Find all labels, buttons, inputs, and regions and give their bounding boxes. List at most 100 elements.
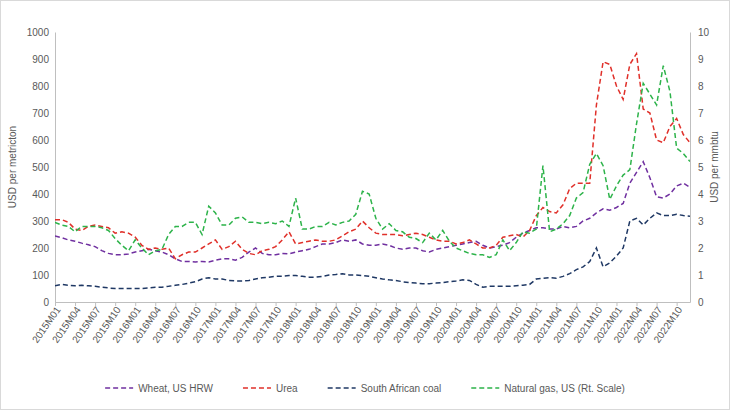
y-tick-label: 600 (32, 135, 49, 146)
series-line (55, 162, 690, 262)
series-line (55, 213, 690, 289)
x-tick-mark (316, 302, 317, 306)
x-tick-mark (436, 302, 437, 306)
y2-axis-title: USD per mmbtu (709, 131, 720, 203)
y-axis: 0 100 200 300 400 500 600 700 800 900 1000 (27, 27, 56, 308)
y-tick-label: 800 (32, 81, 49, 92)
legend-swatch (471, 387, 499, 389)
y-tick-label: 1000 (27, 27, 50, 38)
series-line (55, 66, 690, 258)
x-axis: 2015M012015M042015M072015M102016M012016M… (30, 302, 691, 345)
x-tick-mark (356, 302, 357, 306)
y2-tick: 0 (690, 297, 704, 308)
y-tick-label: 900 (32, 54, 49, 65)
x-tick-mark (657, 302, 658, 306)
x-tick-mark (256, 302, 257, 306)
x-tick-mark (296, 302, 297, 306)
x-tick-mark (75, 302, 76, 306)
x-tick-mark (576, 302, 577, 306)
y-tick: 300 (32, 216, 55, 227)
x-tick-mark (95, 302, 96, 306)
legend-item: Natural gas, US (Rt. Scale) (471, 383, 625, 394)
x-tick-mark (235, 302, 236, 306)
x-tick-mark (115, 302, 116, 306)
y2-tick: 7 (690, 108, 704, 119)
y-tick-label: 300 (32, 216, 49, 227)
legend-item: Urea (243, 383, 298, 394)
x-tick-mark (155, 302, 156, 306)
y2-tick: 2 (690, 243, 704, 254)
y2-tick-label: 9 (698, 54, 704, 65)
y2-tick: 8 (690, 81, 704, 92)
x-tick-mark (596, 302, 597, 306)
y2-tick: 1 (690, 270, 704, 281)
plot-area (55, 54, 690, 289)
x-tick-mark (536, 302, 537, 306)
legend-label: Wheat, US HRW (138, 383, 213, 394)
legend: Wheat, US HRW Urea South African coal Natur… (105, 383, 625, 394)
y2-tick-label: 5 (698, 162, 704, 173)
x-axis-line (56, 302, 691, 303)
legend-item: Wheat, US HRW (105, 383, 213, 394)
y2-axis: 0 1 2 3 4 5 6 7 8 9 10 (690, 27, 710, 308)
y2-axis-line (690, 33, 691, 303)
x-tick-mark (456, 302, 457, 306)
x-tick: 2022M10 (651, 302, 684, 345)
y-tick-label: 700 (32, 108, 49, 119)
y2-tick-label: 8 (698, 81, 704, 92)
x-tick-mark (516, 302, 517, 306)
y2-tick-label: 1 (698, 270, 704, 281)
x-tick-mark (195, 302, 196, 306)
y-tick: 800 (32, 81, 55, 92)
legend-label: Natural gas, US (Rt. Scale) (504, 383, 625, 394)
y-tick: 0 (43, 297, 55, 308)
x-tick-mark (376, 302, 377, 306)
x-tick-mark (215, 302, 216, 306)
y2-tick-label: 10 (698, 27, 710, 38)
y2-tick: 4 (690, 189, 704, 200)
x-tick-mark (556, 302, 557, 306)
y-tick: 700 (32, 108, 55, 119)
x-tick-mark (135, 302, 136, 306)
y2-tick-label: 7 (698, 108, 704, 119)
x-tick-mark (396, 302, 397, 306)
x-tick-mark (677, 302, 678, 306)
y2-tick-label: 6 (698, 135, 704, 146)
x-tick-mark (336, 302, 337, 306)
x-tick-mark (175, 302, 176, 306)
y-tick-label: 200 (32, 243, 49, 254)
y-tick: 900 (32, 54, 55, 65)
y2-tick: 10 (690, 27, 710, 38)
x-tick-mark (476, 302, 477, 306)
legend-swatch (105, 387, 133, 389)
y2-tick: 5 (690, 162, 704, 173)
x-tick-mark (276, 302, 277, 306)
y2-tick-label: 3 (698, 216, 704, 227)
y-tick: 1000 (27, 27, 55, 38)
y2-tick-label: 4 (698, 189, 704, 200)
y-tick-label: 500 (32, 162, 49, 173)
legend-label: Urea (276, 383, 298, 394)
y-axis-title: USD per metricton (7, 126, 18, 208)
chart-border (1, 1, 730, 410)
y-tick: 500 (32, 162, 55, 173)
series-line (55, 54, 690, 259)
y2-tick-label: 0 (698, 297, 704, 308)
x-tick-mark (616, 302, 617, 306)
y2-tick: 9 (690, 54, 704, 65)
chart: 2015M012015M042015M072015M102016M012016M… (0, 0, 730, 410)
y-tick: 400 (32, 189, 55, 200)
y2-tick: 6 (690, 135, 704, 146)
legend-item: South African coal (328, 383, 442, 394)
y-tick: 600 (32, 135, 55, 146)
x-tick-mark (637, 302, 638, 306)
y2-tick-label: 2 (698, 243, 704, 254)
legend-swatch (243, 387, 271, 389)
x-tick-mark (496, 302, 497, 306)
y2-tick: 3 (690, 216, 704, 227)
y-tick: 100 (32, 270, 55, 281)
y-tick: 200 (32, 243, 55, 254)
x-tick-label: 2022M10 (651, 304, 684, 345)
y-axis-line (55, 33, 56, 303)
y-tick-label: 100 (32, 270, 49, 281)
